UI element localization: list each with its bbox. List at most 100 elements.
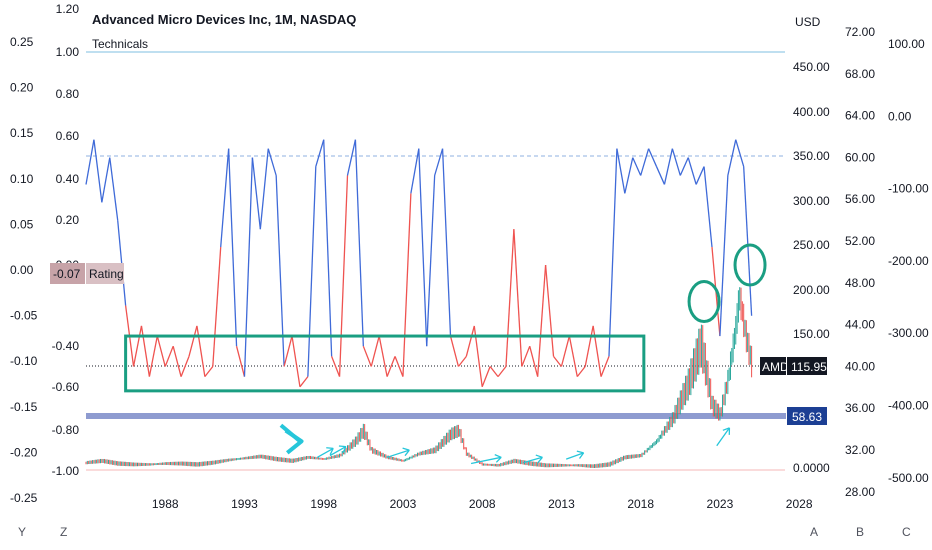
rating-axis-tick: -0.80 <box>52 423 80 437</box>
annotation-layer <box>124 243 767 465</box>
rating-segment <box>481 366 491 388</box>
rating-segment <box>703 166 713 248</box>
rating-segment <box>426 175 436 347</box>
rating-segment <box>283 335 293 367</box>
rating-segment <box>85 139 95 185</box>
far-left-axis-tick: 0.25 <box>10 35 34 49</box>
axis-b-tick: 56.00 <box>845 192 875 206</box>
axis-c-tick: 0.00 <box>888 109 912 123</box>
far-left-axis-tick: 0.00 <box>10 263 34 277</box>
rating-segment <box>616 148 626 194</box>
rating-segment <box>251 157 261 230</box>
price-axis-tick: 400.00 <box>793 105 830 119</box>
rating-segment <box>402 193 412 377</box>
rating-segment <box>109 157 119 221</box>
rating-segment <box>521 345 531 367</box>
axis-b-tick: 64.00 <box>845 109 875 123</box>
support-tag <box>787 407 827 425</box>
trend-arrow <box>716 427 731 447</box>
rating-segment <box>465 325 475 357</box>
price-text: 115.95 <box>791 360 827 374</box>
support-text: 58.63 <box>792 410 822 424</box>
axis-b-tick: 28.00 <box>845 485 875 499</box>
rating-segment <box>259 148 269 230</box>
axis-letter-a: A <box>810 525 818 539</box>
rating-segment <box>307 166 317 377</box>
rating-segment <box>719 175 729 337</box>
rating-segment <box>640 148 650 176</box>
x-axis-tick: 2028 <box>786 497 813 511</box>
rating-segment <box>552 355 562 367</box>
x-axis-tick: 2013 <box>548 497 575 511</box>
far-left-axis-tick: -0.15 <box>10 400 38 414</box>
far-left-axis-tick: 0.20 <box>10 81 34 95</box>
rating-segment <box>323 139 333 357</box>
rating-segment <box>220 148 230 248</box>
price-axis-tick: 250.00 <box>793 238 830 252</box>
rating-segment <box>227 148 238 347</box>
rating-segment <box>315 139 325 167</box>
rating-segment <box>196 325 206 377</box>
price-series <box>85 287 753 468</box>
rating-segment <box>457 355 467 367</box>
rating-segment <box>695 166 705 185</box>
axis-b-tick: 32.00 <box>845 443 875 457</box>
rating-segment <box>449 335 460 367</box>
rating-segment <box>370 335 380 367</box>
rating-segment <box>93 139 103 203</box>
rating-segment <box>655 166 666 185</box>
rating-segment <box>576 366 586 378</box>
rating-segment <box>648 148 658 167</box>
rating-segment <box>291 335 301 387</box>
rating-segment <box>101 157 111 203</box>
axis-c-tick: -400.00 <box>888 399 929 413</box>
x-axis-tick: 2018 <box>627 497 654 511</box>
ticker-tag <box>760 357 786 375</box>
annotation-circle <box>687 280 721 324</box>
rating-value-text: -0.07 <box>53 267 81 281</box>
rating-segment <box>560 335 570 367</box>
rating-segment <box>188 325 198 357</box>
rating-segment <box>140 325 151 377</box>
rating-segment <box>418 148 428 347</box>
rating-segment <box>235 346 246 377</box>
rating-label-tag <box>86 263 124 284</box>
rating-segment <box>156 335 166 367</box>
rating-segment <box>180 356 190 377</box>
axis-c-tick: -100.00 <box>888 182 929 196</box>
price-axis-tick: 0.0000 <box>793 461 830 475</box>
rating-segment <box>148 335 158 377</box>
far-left-axis-tick: 0.15 <box>10 126 34 140</box>
chart-subtitle: Technicals <box>92 37 148 51</box>
rating-segment <box>434 148 444 176</box>
axis-b-tick: 48.00 <box>845 276 875 290</box>
rating-segment <box>243 157 254 377</box>
axis-b-tick: 72.00 <box>845 25 875 39</box>
rating-segment <box>331 356 341 377</box>
rating-segment <box>687 157 697 185</box>
x-axis-tick: 2003 <box>390 497 417 511</box>
rating-segment <box>735 139 745 167</box>
trend-arrow <box>523 454 543 464</box>
price-axis-tick: 150.00 <box>793 327 830 341</box>
large-chevron-arrow <box>279 423 304 455</box>
rating-segment <box>743 166 753 316</box>
price-tag <box>787 357 827 375</box>
support-band <box>86 413 786 419</box>
rating-segment <box>394 356 404 377</box>
rating-value-tag <box>50 263 85 284</box>
rating-segment <box>346 139 357 176</box>
rating-segment <box>592 325 602 377</box>
rating-segment <box>497 366 507 378</box>
axis-b-tick: 36.00 <box>845 401 875 415</box>
axis-b-tick: 60.00 <box>845 150 875 164</box>
far-left-axis-tick: 0.10 <box>10 172 34 186</box>
rating-axis-tick: -1.00 <box>52 464 80 478</box>
annotation-circle <box>733 243 767 287</box>
rating-segment <box>671 148 681 176</box>
rating-axis-tick: 0.80 <box>56 87 80 101</box>
rating-segment <box>410 148 420 194</box>
axis-letter-y: Y <box>18 525 26 539</box>
